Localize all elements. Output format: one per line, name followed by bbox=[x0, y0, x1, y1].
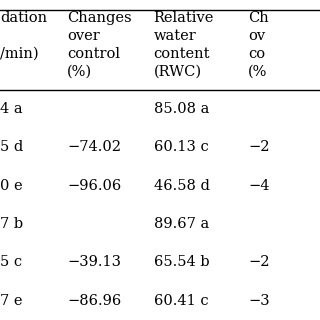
Text: −3: −3 bbox=[248, 294, 270, 308]
Text: 46.58 d: 46.58 d bbox=[154, 179, 210, 193]
Text: Ch
ov
co
(%: Ch ov co (% bbox=[248, 11, 269, 79]
Text: 89.67 a: 89.67 a bbox=[154, 217, 209, 231]
Text: 4 a: 4 a bbox=[0, 102, 23, 116]
Text: 7 b: 7 b bbox=[0, 217, 23, 231]
Text: −86.96: −86.96 bbox=[67, 294, 122, 308]
Text: 0 e: 0 e bbox=[0, 179, 23, 193]
Text: Relative
water
content
(RWC): Relative water content (RWC) bbox=[154, 11, 214, 79]
Text: 85.08 a: 85.08 a bbox=[154, 102, 209, 116]
Text: −2: −2 bbox=[248, 140, 269, 154]
Text: −74.02: −74.02 bbox=[67, 140, 121, 154]
Text: 5 d: 5 d bbox=[0, 140, 23, 154]
Text: 5 c: 5 c bbox=[0, 255, 22, 269]
Text: 65.54 b: 65.54 b bbox=[154, 255, 209, 269]
Text: 60.41 c: 60.41 c bbox=[154, 294, 208, 308]
Text: −96.06: −96.06 bbox=[67, 179, 122, 193]
Text: −39.13: −39.13 bbox=[67, 255, 121, 269]
Text: −2: −2 bbox=[248, 255, 269, 269]
Text: −4: −4 bbox=[248, 179, 269, 193]
Text: 7 e: 7 e bbox=[0, 294, 22, 308]
Text: 60.13 c: 60.13 c bbox=[154, 140, 208, 154]
Text: dation

/min): dation /min) bbox=[0, 11, 47, 61]
Text: Changes
over
control
(%): Changes over control (%) bbox=[67, 11, 132, 79]
